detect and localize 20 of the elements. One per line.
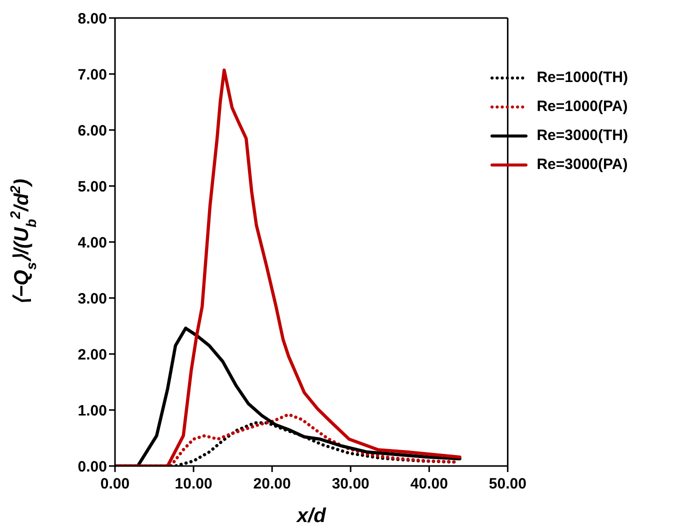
x-tick-label: 50.00 — [488, 476, 526, 493]
legend-label: Re=3000(PA) — [536, 156, 628, 173]
x-tick-label: 0.00 — [100, 476, 130, 493]
y-tick-label: 1.00 — [78, 402, 107, 420]
y-tick-label: 7.00 — [78, 66, 107, 84]
y-tick-label: 6.00 — [78, 122, 107, 140]
legend-label: Re=3000(TH) — [536, 127, 628, 144]
y-tick-label: 5.00 — [78, 178, 107, 196]
x-tick-label: 30.00 — [332, 476, 370, 493]
x-axis-title: x/d — [296, 505, 327, 527]
y-tick-label: 2.00 — [78, 346, 107, 364]
legend-label: Re=1000(PA) — [536, 98, 628, 115]
x-tick-label: 20.00 — [253, 476, 291, 493]
y-tick-label: 3.00 — [78, 290, 107, 308]
y-tick-label: 0.00 — [78, 458, 107, 476]
y-tick-label: 4.00 — [78, 234, 107, 252]
x-tick-label: 10.00 — [174, 476, 212, 493]
y-tick-label: 8.00 — [78, 10, 107, 28]
legend-label: Re=1000(TH) — [536, 69, 628, 86]
x-tick-label: 40.00 — [410, 476, 448, 493]
